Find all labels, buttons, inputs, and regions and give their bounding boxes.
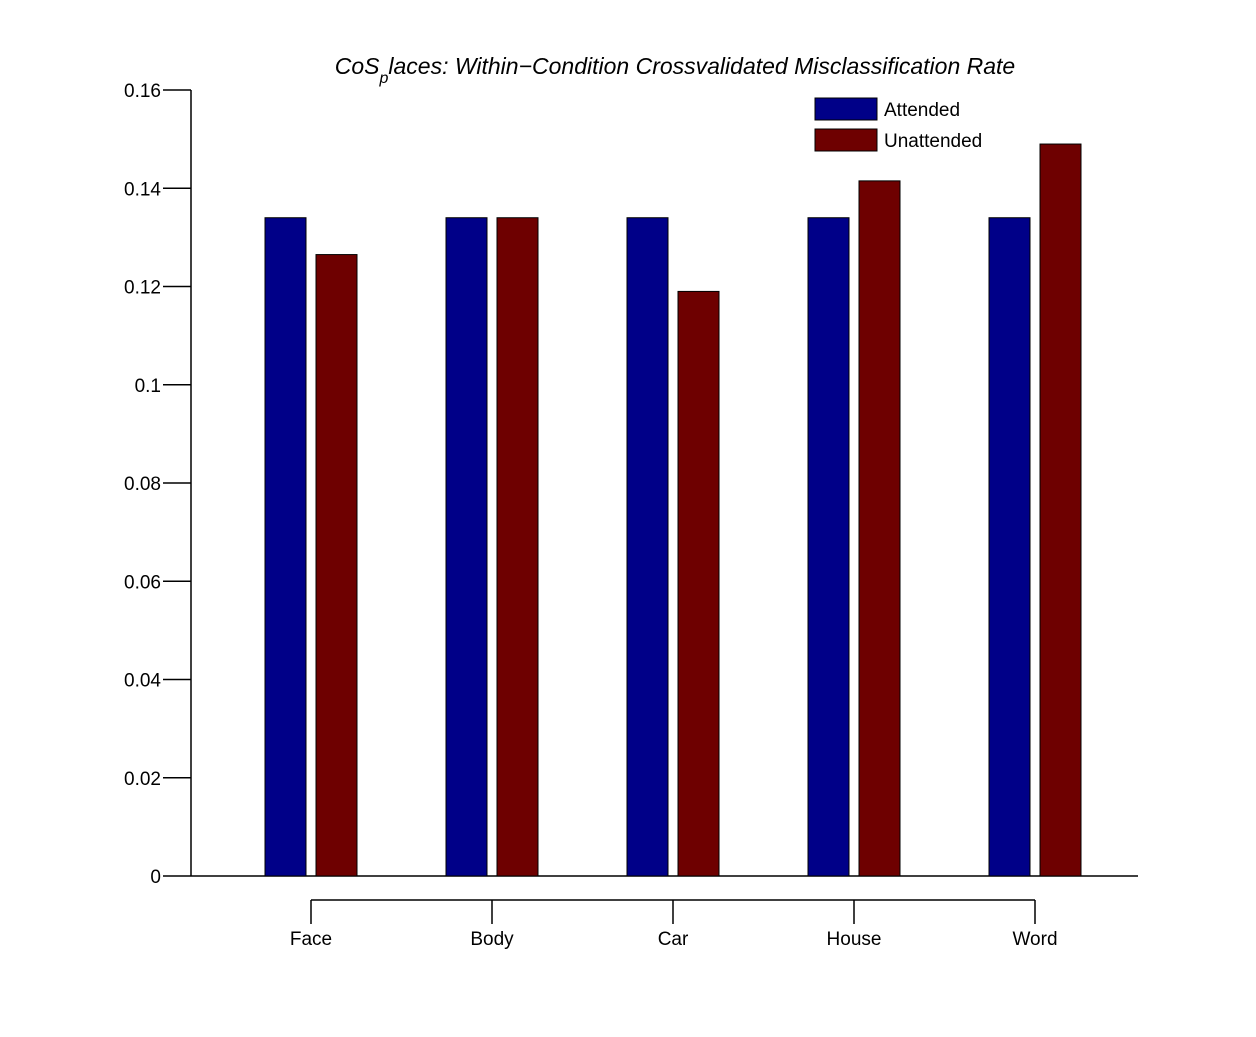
legend-label-unattended: Unattended [884, 131, 982, 152]
y-tick-label: 0.1 [135, 376, 161, 397]
y-tick-label: 0.14 [124, 179, 161, 200]
bar-attended-body [445, 217, 488, 877]
chart-title-main: CoS [335, 53, 380, 79]
y-tick-label: 0.06 [124, 572, 161, 593]
bar-attended-house [807, 217, 850, 877]
bar-unattended-body [496, 217, 539, 877]
legend-label-attended: Attended [884, 100, 960, 121]
chart-title-rest: laces: Within−Condition Crossvalidated M… [388, 53, 1015, 79]
legend-swatch-attended [814, 97, 878, 121]
x-tick-label: Body [470, 929, 514, 950]
bar-unattended-word [1039, 143, 1082, 877]
chart-title-subscript: p [379, 70, 389, 87]
y-tick-label: 0.12 [124, 278, 161, 299]
x-tick-label: Face [290, 929, 332, 950]
bar-attended-word [988, 217, 1031, 877]
legend: Attended Unattended [814, 97, 982, 152]
y-tick-label: 0.04 [124, 671, 161, 692]
x-tick-label: Car [658, 929, 689, 950]
x-axis: Face Body Car House Word [290, 899, 1058, 950]
legend-swatch-unattended [814, 128, 878, 152]
y-tick-label: 0.16 [124, 81, 161, 102]
x-tick-label: Word [1012, 929, 1057, 950]
bars [264, 143, 1082, 877]
y-tick-label: 0.08 [124, 474, 161, 495]
bar-unattended-house [858, 180, 901, 877]
bar-attended-car [626, 217, 669, 877]
bar-attended-face [264, 217, 307, 877]
x-tick-label: House [827, 929, 882, 950]
bar-unattended-face [315, 254, 358, 877]
bar-unattended-car [677, 290, 720, 877]
chart-title: CoSplaces: Within−Condition Crossvalidat… [335, 53, 1015, 87]
y-tick-label: 0 [150, 867, 161, 888]
y-tick-label: 0.02 [124, 769, 161, 790]
